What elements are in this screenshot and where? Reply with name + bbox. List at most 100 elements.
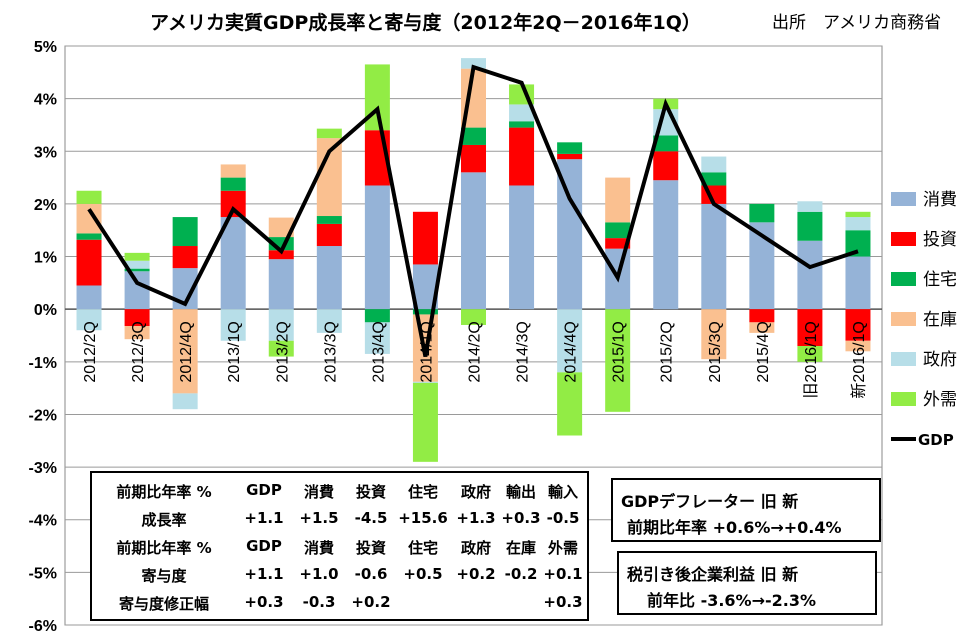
legend-swatch-投資 — [891, 232, 916, 246]
bar-segment-政府 — [316, 309, 342, 333]
bar-segment-住宅 — [749, 203, 775, 223]
bar-segment-住宅 — [701, 172, 727, 186]
table-cell: -0.3 — [302, 593, 336, 611]
x-tick-label: 2013/2Q — [274, 321, 291, 382]
bar-segment-投資 — [509, 127, 535, 186]
profit-line-1: 税引き後企業利益 旧 新 — [627, 565, 799, 584]
bar-segment-政府 — [509, 104, 535, 122]
legend-label: 投資 — [923, 230, 957, 250]
table-cell: 輸入 — [547, 483, 578, 501]
table-cell: +0.3 — [543, 593, 583, 611]
legend-label: 外需 — [923, 390, 957, 410]
y-tick-label: -2% — [29, 407, 57, 424]
x-tick-label: 2015/1Q — [611, 321, 628, 382]
bar-segment-外需 — [316, 128, 342, 139]
table-cell: 消費 — [303, 539, 334, 557]
bar-segment-外需 — [605, 309, 631, 412]
bar-segment-政府 — [797, 201, 823, 212]
bar-segment-在庫 — [701, 309, 727, 360]
bar-segment-政府 — [124, 260, 150, 269]
bar-segment-在庫 — [268, 217, 294, 238]
deflator-line-2: 前期比年率 +0.6%→+0.4% — [627, 518, 842, 537]
table-cell: +0.2 — [351, 593, 391, 611]
table-cell: -4.5 — [354, 509, 388, 527]
bar-segment-住宅 — [605, 222, 631, 239]
bar-segment-住宅 — [316, 216, 342, 224]
bar-segment-消費 — [653, 180, 679, 310]
bar-segment-住宅 — [172, 217, 198, 247]
bar-segment-住宅 — [76, 233, 102, 240]
bar-segment-外需 — [412, 382, 438, 462]
table-cell: +1.5 — [299, 509, 339, 527]
bar-segment-住宅 — [220, 177, 246, 191]
bar-segment-投資 — [461, 144, 486, 173]
bar-segment-外需 — [124, 252, 150, 261]
y-tick-label: -3% — [29, 460, 57, 477]
table-cell: +0.5 — [403, 565, 443, 583]
bar-segment-在庫 — [220, 164, 246, 178]
bar-segment-投資 — [316, 223, 342, 247]
legend-label: GDP — [918, 431, 954, 449]
table-cell: -0.2 — [504, 565, 538, 583]
table-cell: +0.2 — [456, 565, 496, 583]
table-cell: 前期比年率 % — [116, 483, 212, 501]
y-tick-label: 3% — [34, 144, 57, 161]
bar-segment-消費 — [461, 172, 486, 310]
bar-segment-消費 — [124, 271, 150, 310]
bar-segment-在庫 — [605, 177, 631, 223]
x-tick-label: 2013/1Q — [226, 321, 243, 382]
table-cell: 外需 — [547, 539, 578, 557]
table-cell: +15.6 — [398, 509, 448, 527]
bar-segment-投資 — [172, 246, 198, 269]
bar-segment-住宅 — [461, 127, 486, 145]
bar-segment-投資 — [557, 153, 583, 160]
y-tick-label: 5% — [34, 39, 57, 56]
x-tick-label: 2015/2Q — [659, 321, 676, 382]
table-cell: 寄与度修正幅 — [118, 595, 209, 613]
bar-segment-政府 — [172, 393, 198, 410]
bar-segment-在庫 — [172, 309, 198, 394]
y-tick-label: 4% — [34, 92, 57, 109]
table-cell: 政府 — [460, 539, 491, 557]
x-tick-label: 2013/4Q — [370, 321, 387, 382]
bar-segment-投資 — [845, 309, 871, 341]
table-cell: 成長率 — [141, 511, 187, 529]
y-tick-label: 1% — [34, 250, 57, 267]
legend-swatch-住宅 — [891, 272, 916, 286]
deflator-line-1: GDPデフレーター 旧 新 — [621, 492, 799, 511]
legend-swatch-在庫 — [891, 312, 916, 326]
x-tick-label: 2012/2Q — [82, 321, 99, 382]
bar-segment-政府 — [364, 322, 390, 354]
legend-swatch-政府 — [891, 352, 916, 366]
bar-segment-外需 — [557, 372, 583, 436]
gdp-line — [87, 64, 859, 357]
y-tick-label: 2% — [34, 197, 57, 214]
bar-segment-政府 — [76, 309, 102, 331]
legend-swatch-GDP — [891, 437, 916, 441]
bar-segment-外需 — [845, 211, 871, 218]
x-tick-label: 2014/3Q — [515, 321, 532, 382]
x-tick-label: 2015/4Q — [755, 321, 772, 382]
x-tick-label: 新2016/1Q — [850, 321, 868, 398]
bar-segment-外需 — [364, 64, 390, 131]
x-tick-label: 2014/4Q — [563, 321, 580, 382]
x-tick-label: 2013/3Q — [322, 321, 339, 382]
bar-segment-政府 — [461, 58, 486, 69]
table-cell: 政府 — [460, 483, 491, 501]
bar-segment-政府 — [557, 309, 583, 373]
bar-segment-外需 — [461, 309, 486, 325]
bar-segment-消費 — [797, 240, 823, 310]
y-tick-label: -5% — [29, 565, 57, 582]
bar-segment-投資 — [653, 151, 679, 181]
table-cell: 住宅 — [407, 483, 438, 501]
table-cell: +0.3 — [244, 593, 284, 611]
bar-segment-投資 — [605, 238, 631, 249]
bar-segment-消費 — [220, 217, 246, 310]
bar-segment-政府 — [220, 309, 246, 341]
bar-segment-消費 — [316, 246, 342, 310]
bar-segment-政府 — [412, 381, 438, 383]
legend-label: 在庫 — [923, 310, 957, 330]
table-cell: GDP — [246, 537, 282, 555]
bar-segment-在庫 — [749, 322, 775, 333]
legend-label: 消費 — [923, 190, 957, 210]
